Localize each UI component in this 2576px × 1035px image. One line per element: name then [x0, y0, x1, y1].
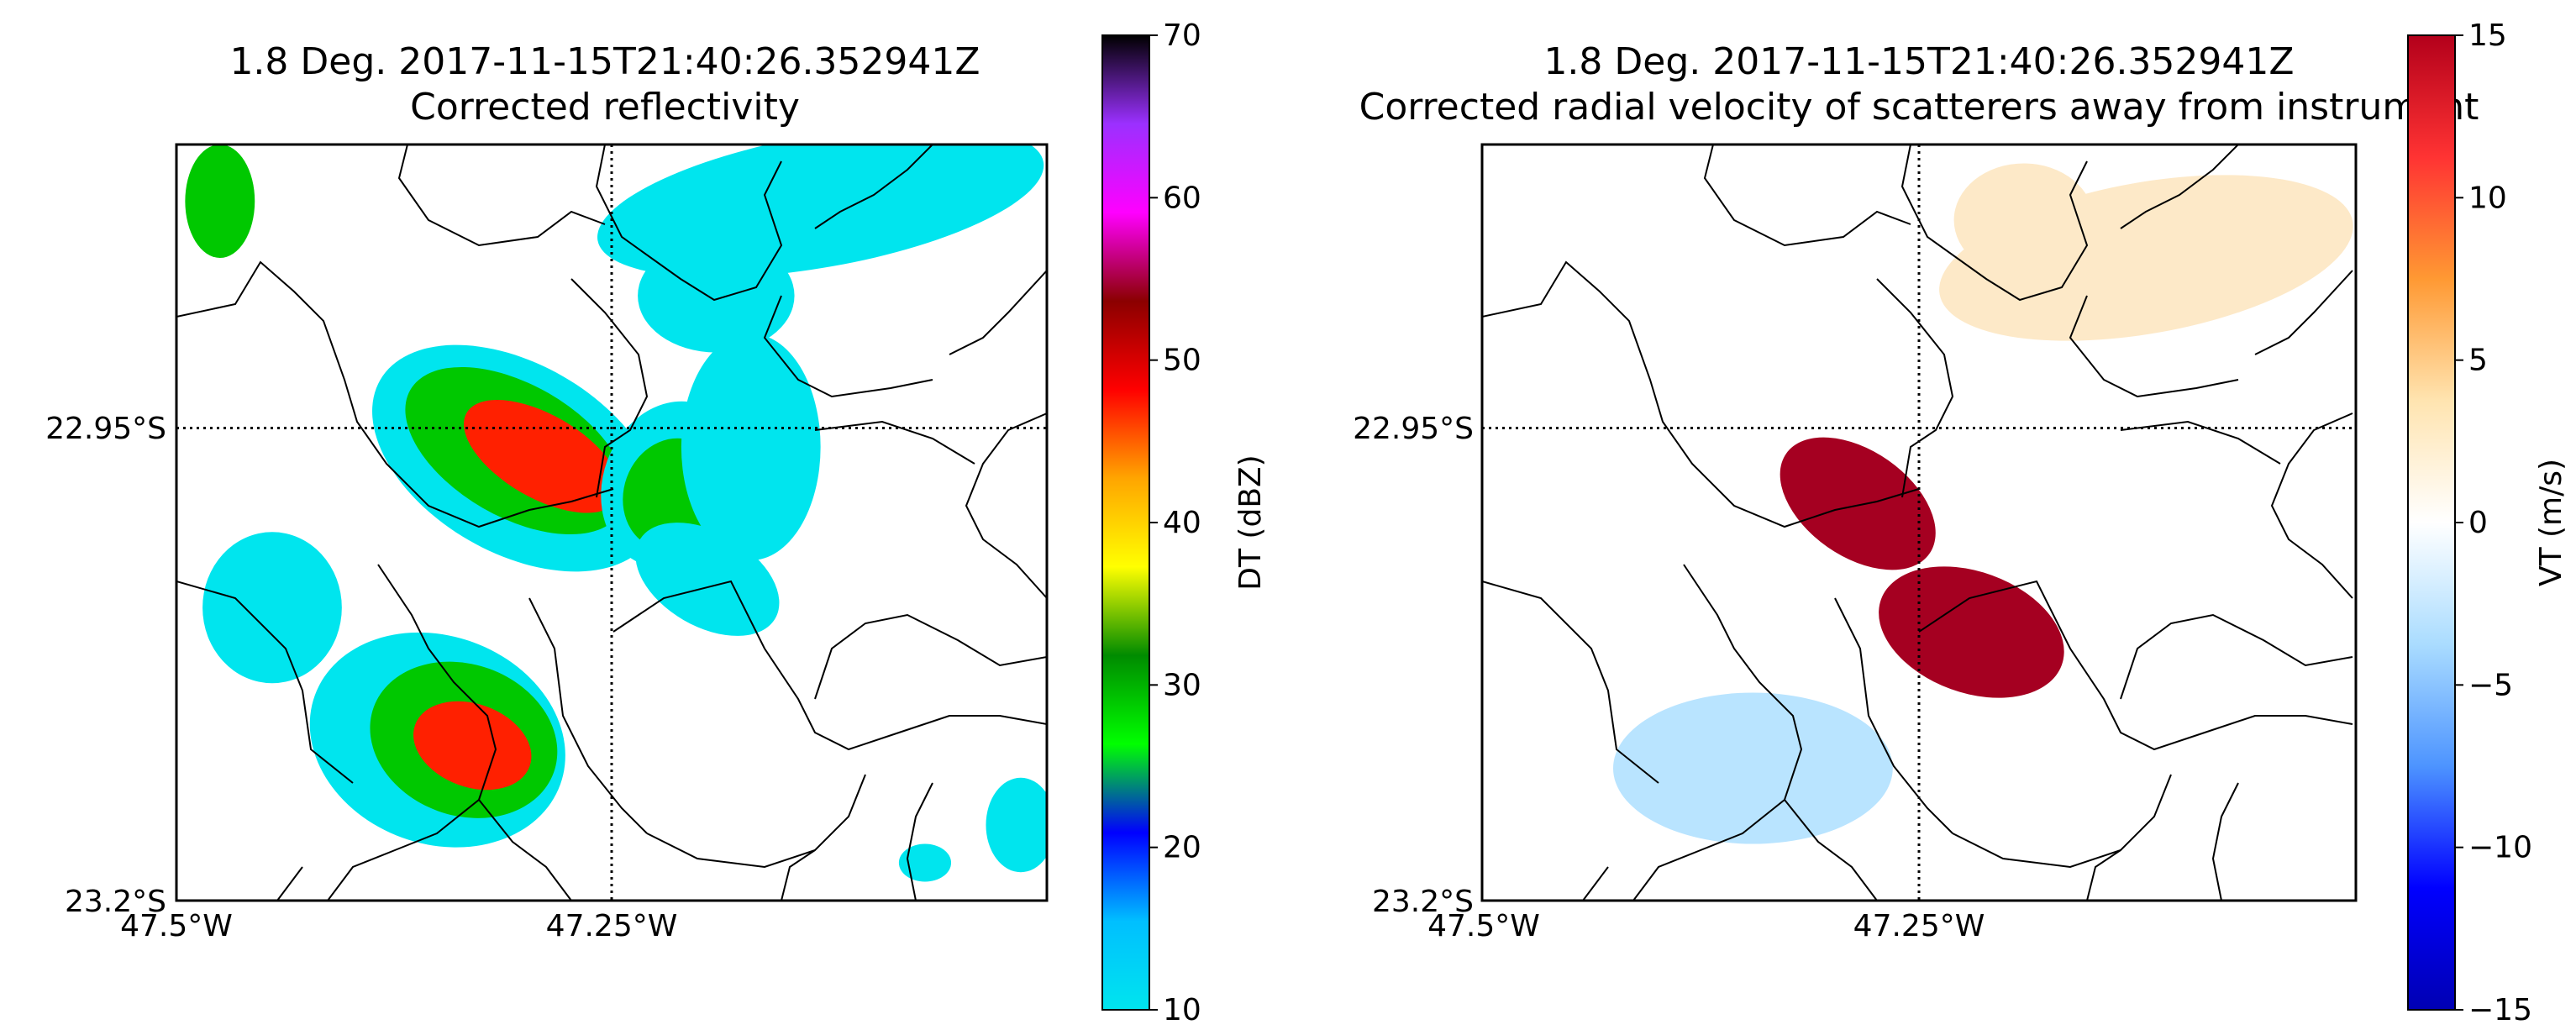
echo-cell: [1939, 175, 2353, 341]
boundary-line: [595, 144, 783, 302]
map-boundaries: [176, 144, 1047, 901]
left-xtick-0: 47.5°W: [120, 909, 233, 943]
colorbar-tick-label: 70: [1163, 18, 1201, 53]
colorbar-tick-label: −15: [2468, 993, 2532, 1027]
boundary-line: [1918, 580, 2353, 751]
grid-lines: [176, 144, 1047, 901]
colorbar-tick-label: −10: [2468, 831, 2532, 865]
left-plot-area: [176, 144, 1047, 901]
right-plot-area: [1482, 144, 2356, 901]
echo-cell: [413, 701, 532, 791]
boundary-line: [781, 849, 816, 901]
echo-cell: [1879, 566, 2064, 698]
right-plot-frame: [1480, 143, 2358, 902]
echo-cell: [898, 843, 952, 882]
boundary-line: [1900, 144, 2089, 302]
echo-cell: [986, 777, 1047, 873]
right-ytick-1: 23.2°S: [1372, 885, 1474, 919]
left-ytick-1: 23.2°S: [65, 885, 166, 919]
boundary-line: [1952, 774, 2172, 869]
right-title: 1.8 Deg. 2017-11-15T21:40:26.352941Z: [1543, 40, 2294, 83]
boundary-line: [1482, 260, 1920, 528]
boundary-line: [570, 278, 649, 498]
boundary-line: [2254, 270, 2353, 355]
boundary-line: [1582, 866, 1609, 901]
colorbar-tick-label: 40: [1163, 506, 1201, 540]
right-xtick-1: 47.25°W: [1853, 909, 1985, 943]
left-ytick-0: 22.95°S: [45, 412, 166, 446]
boundary-line: [397, 144, 606, 247]
right-colorbar-label: VT (m/s): [2534, 459, 2568, 586]
map-boundaries: [1482, 144, 2353, 901]
boundary-line: [965, 412, 1047, 599]
left-subtitle: Corrected reflectivity: [410, 86, 800, 129]
colorbar-tick-label: 60: [1163, 181, 1201, 215]
boundary-line: [528, 597, 648, 834]
boundary-line: [814, 144, 933, 229]
left-title: 1.8 Deg. 2017-11-15T21:40:26.352941Z: [229, 40, 980, 83]
boundary-line: [1703, 144, 1911, 247]
boundary-line: [276, 866, 303, 901]
panel-right: 1.8 Deg. 2017-11-15T21:40:26.352941Z Cor…: [1353, 18, 2568, 1027]
panel-left: 1.8 Deg. 2017-11-15T21:40:26.352941Z Cor…: [45, 18, 1268, 1027]
left-xtick-1: 47.25°W: [546, 909, 678, 943]
boundary-line: [612, 580, 1047, 751]
boundary-line: [2086, 849, 2121, 901]
boundary-line: [763, 295, 933, 398]
colorbar-tick-label: 10: [1163, 993, 1201, 1027]
colorbar-tick-label: 50: [1163, 344, 1201, 378]
echo-cell: [202, 532, 342, 684]
colorbar-tick-label: 15: [2468, 18, 2507, 53]
boundary-line: [1632, 564, 1803, 901]
grid-lines: [1482, 144, 2356, 901]
boundary-line: [814, 420, 975, 465]
boundary-line: [646, 774, 866, 869]
colorbar-tick-label: 30: [1163, 668, 1201, 702]
boundary-line: [478, 799, 572, 901]
boundary-line: [1784, 799, 1878, 901]
boundary-line: [1834, 597, 1953, 834]
echo-cell: [1613, 692, 1893, 844]
colorbar-tick-label: 0: [2468, 506, 2488, 540]
boundary-line: [949, 270, 1047, 355]
right-colorbar: −15 −10 −5 0 5 10 15 VT (m/s): [2407, 18, 2568, 1027]
colorbar-tick-label: 10: [2468, 181, 2507, 215]
reflectivity-field: [185, 144, 1047, 882]
velocity-field: [1613, 163, 2353, 844]
echo-cell: [597, 144, 1044, 278]
right-xtick-0: 47.5°W: [1427, 909, 1540, 943]
boundary-line: [176, 581, 354, 784]
left-colorbar-label: DT (dBZ): [1233, 454, 1268, 590]
right-ytick-0: 22.95°S: [1353, 412, 1474, 446]
right-colorbar-gradient: [2407, 34, 2456, 1011]
echo-cell: [681, 334, 821, 560]
boundary-line: [2120, 144, 2239, 229]
right-subtitle: Corrected radial velocity of scatterers …: [1359, 86, 2479, 129]
boundary-line: [2270, 412, 2353, 599]
colorbar-tick-label: 5: [2468, 344, 2488, 378]
boundary-line: [2120, 420, 2281, 465]
boundary-line: [2069, 295, 2239, 398]
left-colorbar-gradient: [1101, 34, 1150, 1011]
boundary-line: [814, 613, 1047, 700]
colorbar-tick-label: 20: [1163, 831, 1201, 865]
boundary-line: [1876, 278, 1954, 498]
echo-cell: [464, 400, 621, 513]
boundary-line: [1482, 581, 1659, 784]
left-colorbar: 10 20 30 40 50 60 70 DT (dBZ): [1101, 18, 1268, 1027]
echo-cell: [1780, 437, 1936, 570]
boundary-line: [906, 782, 933, 901]
echo-cell: [185, 144, 255, 258]
boundary-line: [327, 564, 497, 901]
left-plot-frame: [175, 143, 1049, 902]
boundary-line: [2120, 613, 2353, 700]
boundary-line: [2211, 782, 2239, 901]
boundary-line: [176, 260, 614, 528]
colorbar-tick-label: −5: [2468, 668, 2513, 702]
